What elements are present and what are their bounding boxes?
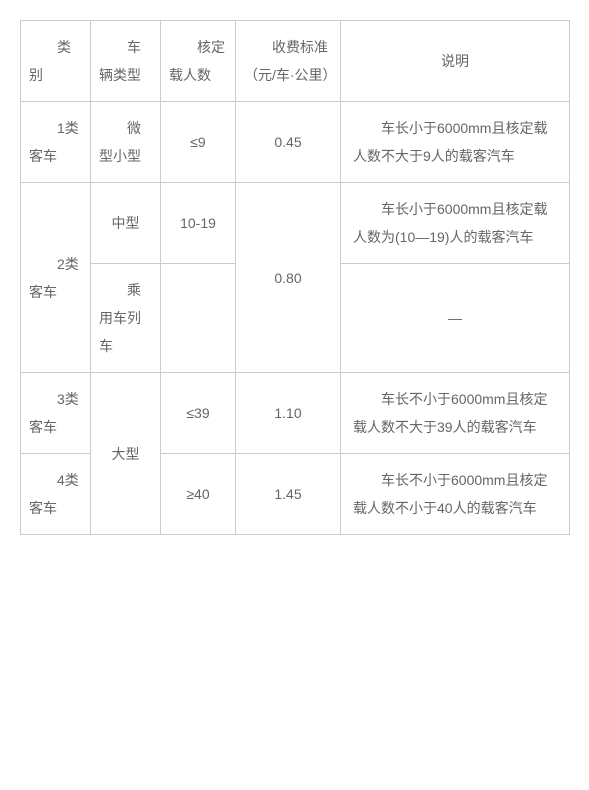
cell-vehicle-type: 大型 xyxy=(91,373,161,535)
table-header-row: 类别 车辆类型 核定载人数 收费标准（元/车·公里） 说明 xyxy=(21,21,570,102)
header-fee-standard: 收费标准（元/车·公里） xyxy=(236,21,341,102)
cell-capacity: ≥40 xyxy=(161,454,236,535)
cell-category: 1类客车 xyxy=(21,102,91,183)
cell-fee: 0.45 xyxy=(236,102,341,183)
table-row: 2类客车 中型 10-19 0.80 车长小于6000mm且核定载人数为(10—… xyxy=(21,183,570,264)
header-description: 说明 xyxy=(341,21,570,102)
cell-capacity xyxy=(161,264,236,373)
cell-category: 3类客车 xyxy=(21,373,91,454)
cell-capacity: ≤9 xyxy=(161,102,236,183)
cell-description: 车长小于6000mm且核定载人数为(10—19)人的载客汽车 xyxy=(341,183,570,264)
cell-category: 4类客车 xyxy=(21,454,91,535)
cell-fee: 1.10 xyxy=(236,373,341,454)
cell-fee: 0.80 xyxy=(236,183,341,373)
header-category: 类别 xyxy=(21,21,91,102)
cell-capacity: 10-19 xyxy=(161,183,236,264)
cell-description: — xyxy=(341,264,570,373)
header-capacity: 核定载人数 xyxy=(161,21,236,102)
cell-capacity: ≤39 xyxy=(161,373,236,454)
cell-vehicle-type: 乘用车列车 xyxy=(91,264,161,373)
header-vehicle-type: 车辆类型 xyxy=(91,21,161,102)
table-row: 1类客车 微型小型 ≤9 0.45 车长小于6000mm且核定载人数不大于9人的… xyxy=(21,102,570,183)
table-row: 3类客车 大型 ≤39 1.10 车长不小于6000mm且核定载人数不大于39人… xyxy=(21,373,570,454)
cell-fee: 1.45 xyxy=(236,454,341,535)
cell-description: 车长不小于6000mm且核定载人数不大于39人的载客汽车 xyxy=(341,373,570,454)
cell-vehicle-type: 微型小型 xyxy=(91,102,161,183)
cell-vehicle-type: 中型 xyxy=(91,183,161,264)
cell-category: 2类客车 xyxy=(21,183,91,373)
cell-description: 车长小于6000mm且核定载人数不大于9人的载客汽车 xyxy=(341,102,570,183)
cell-description: 车长不小于6000mm且核定载人数不小于40人的载客汽车 xyxy=(341,454,570,535)
fee-standard-table: 类别 车辆类型 核定载人数 收费标准（元/车·公里） 说明 1类客车 微型小型 … xyxy=(20,20,570,535)
